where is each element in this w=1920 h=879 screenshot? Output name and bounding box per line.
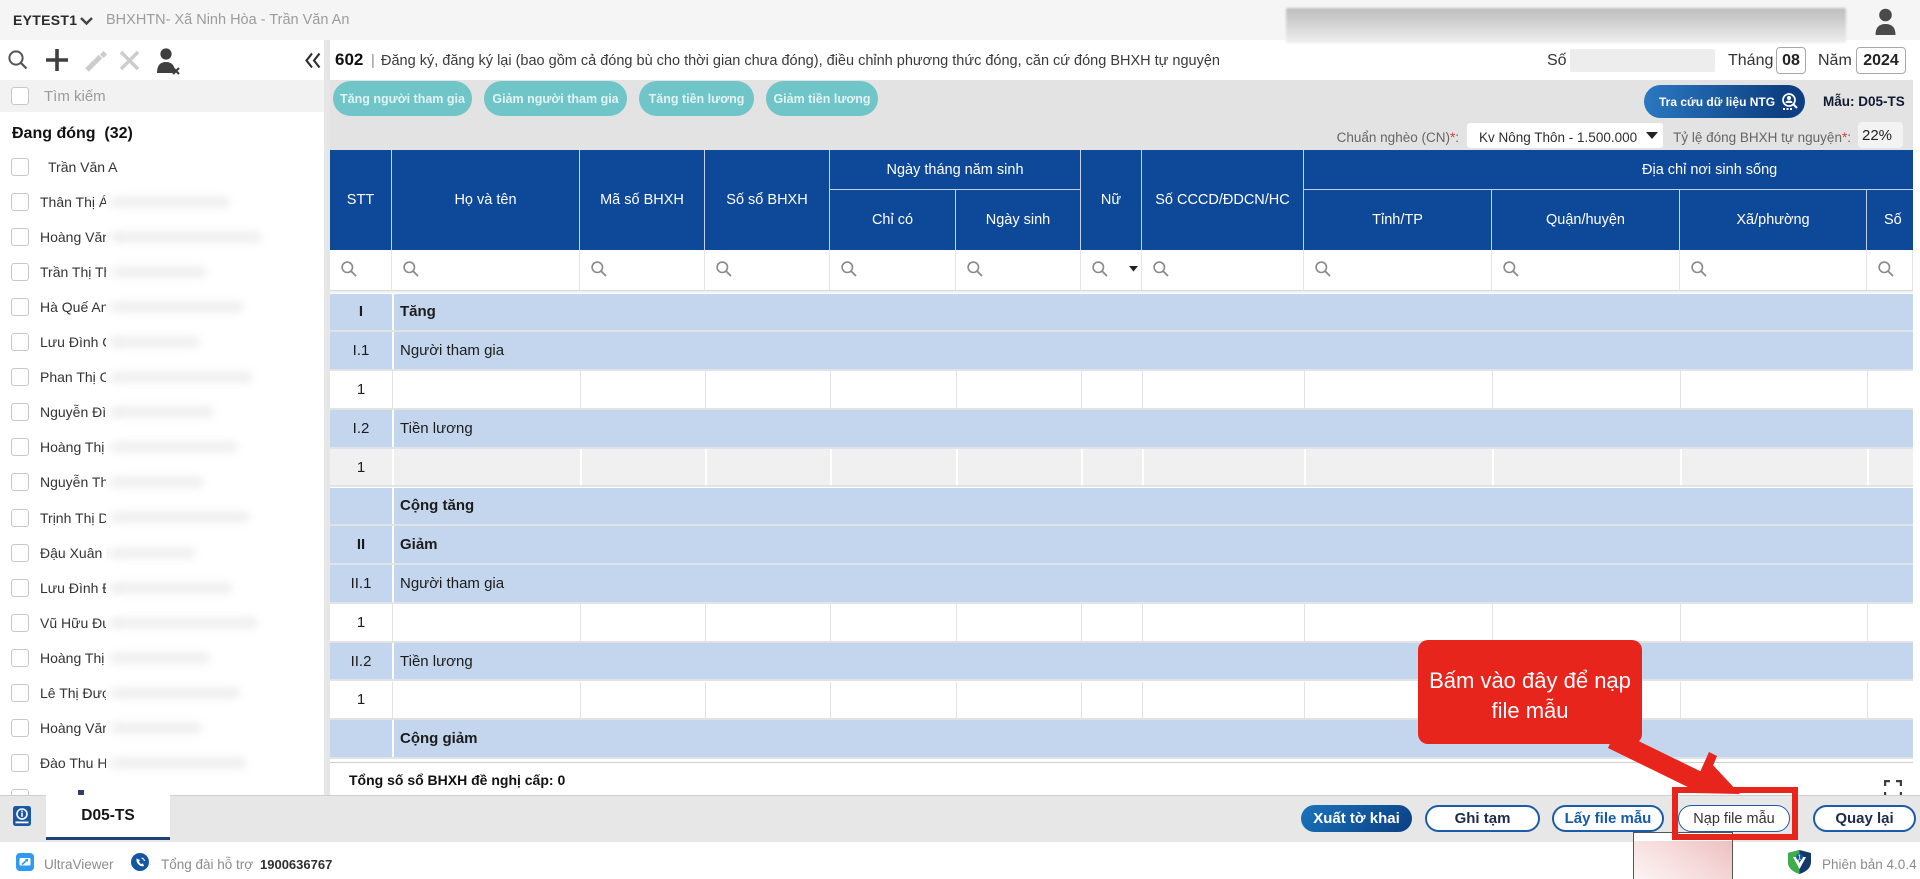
svg-text:1: 1 <box>1798 855 1802 862</box>
